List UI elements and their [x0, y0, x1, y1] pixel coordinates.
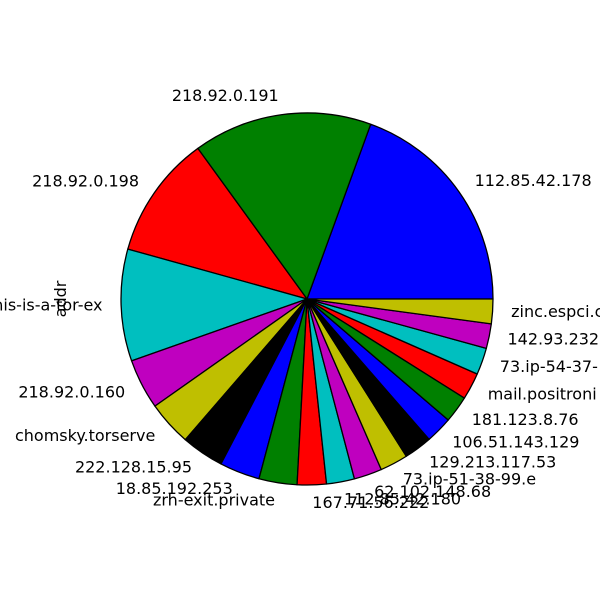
pie-slice-3	[120, 248, 308, 362]
slice-label-11: 62.102.148.68	[374, 482, 491, 501]
slice-label-17: 73.ip-54-37-	[500, 357, 598, 376]
y-axis-label: addr	[51, 280, 70, 317]
slice-label-1: 218.92.0.191	[172, 86, 279, 105]
slice-label-13: 129.213.117.53	[429, 453, 556, 472]
slice-label-3: this-is-a-tor-ex	[0, 295, 103, 314]
slice-label-0: 112.85.42.178	[475, 171, 592, 190]
slice-label-6: 222.128.15.95	[75, 458, 192, 477]
pie-labels: 112.85.42.178 218.92.0.191 218.92.0.198 thi…	[0, 86, 600, 512]
slice-label-9: 167.71.56.222	[312, 493, 429, 512]
pie-slices	[120, 112, 494, 486]
pie-slice-1	[197, 112, 372, 300]
slice-label-5: chomsky.torserve	[15, 426, 155, 445]
slice-label-19: zinc.espci.c	[511, 302, 600, 321]
slice-label-2: 218.92.0.198	[32, 172, 139, 191]
slice-label-7: 18.85.192.253	[116, 479, 233, 498]
slice-label-14: 106.51.143.129	[452, 433, 579, 452]
pie-slice-0	[306, 123, 494, 300]
slice-label-12: 73.ip-51-38-99.e	[403, 469, 536, 488]
slice-label-4: 218.92.0.160	[18, 382, 125, 401]
slice-label-18: 142.93.232	[508, 329, 600, 348]
slice-label-8: zrh-exit.private	[153, 491, 275, 510]
pie-slice-19	[306, 298, 494, 325]
slice-label-15: 181.123.8.76	[472, 410, 579, 429]
slice-label-16: mail.positroni	[488, 385, 597, 404]
slice-label-10: 112.85.42.180	[344, 490, 461, 509]
